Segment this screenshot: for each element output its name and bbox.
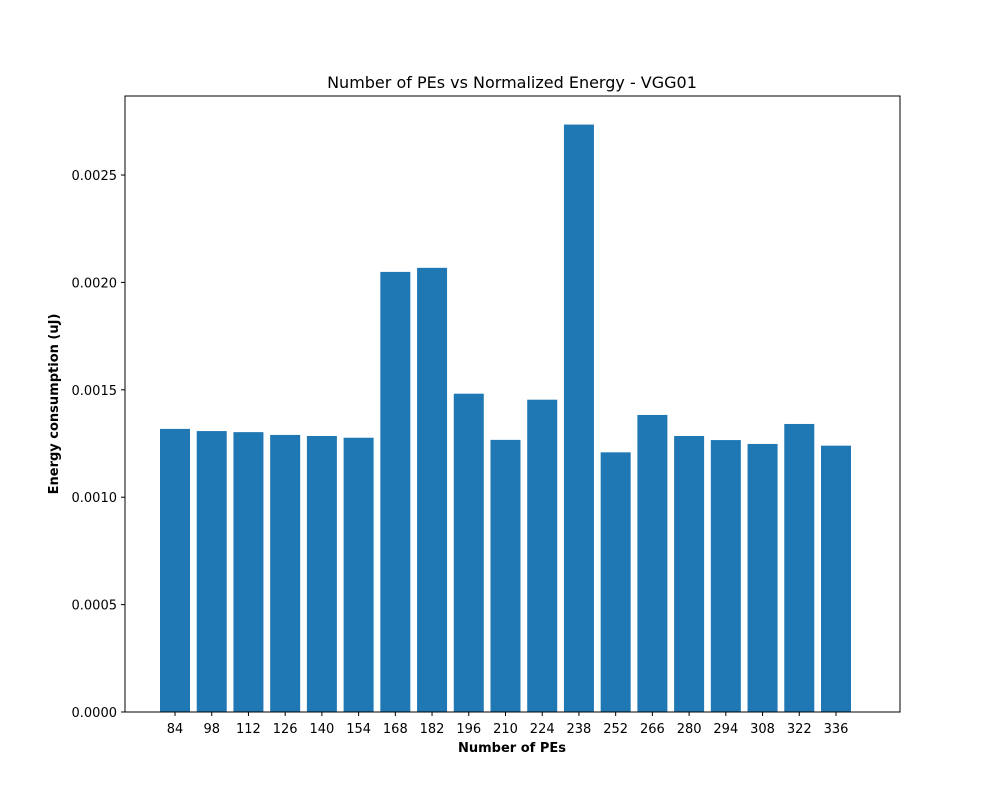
x-tick-label: 252	[603, 722, 628, 737]
x-tick-label: 280	[677, 722, 702, 737]
bar-308	[747, 443, 778, 712]
bars-group	[160, 124, 851, 712]
bar-280	[674, 436, 705, 712]
bar-168	[380, 271, 411, 712]
x-tick-label: 294	[713, 722, 738, 737]
x-tick-label: 154	[346, 722, 371, 737]
y-tick-label: 0.0010	[72, 491, 118, 506]
x-tick-label: 84	[167, 722, 184, 737]
y-tick-label: 0.0000	[72, 706, 118, 721]
chart-title: Number of PEs vs Normalized Energy - VGG…	[327, 73, 697, 92]
plot-frame	[124, 95, 901, 713]
x-tick-label: 98	[203, 722, 220, 737]
bar-140	[306, 436, 337, 712]
bar-196	[453, 393, 484, 712]
x-tick-label: 140	[309, 722, 334, 737]
x-tick-label: 168	[383, 722, 408, 737]
x-axis-ticks: 84 98 112 126 140 154 168 182 196 210 224 238 252 266…	[167, 712, 849, 737]
x-tick-label: 308	[750, 722, 775, 737]
x-tick-label: 336	[824, 722, 849, 737]
y-tick-label: 0.0025	[72, 169, 118, 184]
x-axis-label: Number of PEs	[458, 741, 566, 756]
bar-266	[637, 414, 668, 712]
x-tick-label: 224	[530, 722, 555, 737]
x-tick-label: 182	[420, 722, 445, 737]
bar-294	[710, 440, 741, 712]
y-tick-label: 0.0005	[72, 599, 118, 614]
y-axis-label: Energy consumption (uJ)	[47, 314, 62, 495]
bar-210	[490, 439, 521, 712]
bar-126	[270, 434, 301, 712]
y-tick-label: 0.0020	[72, 276, 118, 291]
x-tick-label: 210	[493, 722, 518, 737]
bar-98	[196, 431, 227, 712]
x-tick-label: 196	[456, 722, 481, 737]
x-tick-label: 126	[273, 722, 298, 737]
x-tick-label: 112	[236, 722, 261, 737]
bar-336	[821, 445, 851, 712]
bar-252	[600, 452, 631, 712]
x-tick-label: 238	[567, 722, 592, 737]
bar-238	[563, 124, 594, 712]
bar-154	[343, 437, 374, 712]
bar-84	[160, 428, 190, 712]
bar-112	[233, 432, 264, 712]
x-tick-label: 266	[640, 722, 665, 737]
bar-182	[417, 267, 448, 712]
x-tick-label: 322	[787, 722, 812, 737]
bar-322	[784, 423, 815, 712]
y-axis-ticks: 0.0000 0.0005 0.0010 0.0015 0.0020 0.0025	[72, 169, 125, 721]
y-tick-label: 0.0015	[72, 384, 118, 399]
bar-224	[527, 399, 558, 712]
